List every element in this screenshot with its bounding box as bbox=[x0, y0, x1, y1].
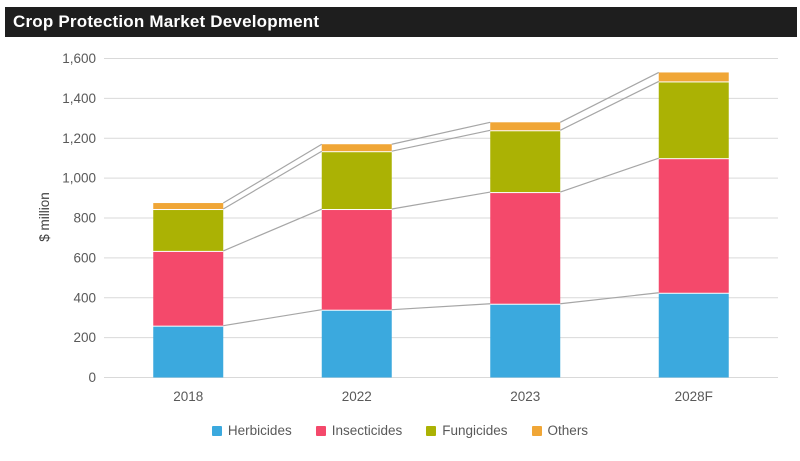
x-tick-label-2018: 2018 bbox=[173, 389, 203, 404]
bar-segment-fungicides-2018 bbox=[153, 210, 224, 251]
y-tick-label: 0 bbox=[88, 370, 96, 385]
connector-line-insecticides bbox=[560, 157, 659, 193]
bar-segment-herbicides-2022 bbox=[321, 310, 392, 378]
chart-title: Crop Protection Market Development bbox=[13, 12, 320, 31]
y-tick-label: 1,200 bbox=[62, 131, 96, 146]
bar-segment-insecticides-2022 bbox=[321, 210, 392, 310]
legend-item-herbicides: Herbicides bbox=[211, 423, 292, 438]
bar-segment-others-2023 bbox=[490, 122, 561, 131]
y-tick-label: 1,400 bbox=[62, 91, 96, 106]
bar-segment-insecticides-2028f bbox=[658, 159, 729, 293]
legend-item-fungicides: Fungicides bbox=[426, 423, 508, 438]
y-tick-label: 800 bbox=[73, 211, 96, 226]
bar-segment-others-2028f bbox=[658, 72, 729, 82]
bar-segment-herbicides-2023 bbox=[490, 304, 561, 378]
connector-line-herbicides bbox=[223, 309, 322, 327]
legend-item-insecticides: Insecticides bbox=[315, 423, 403, 438]
connector-line-herbicides bbox=[560, 292, 659, 305]
chart-legend: Herbicides Insecticides Fungicides Other… bbox=[0, 423, 800, 438]
connector-line-others bbox=[222, 143, 323, 204]
y-tick-label: 200 bbox=[73, 330, 96, 345]
legend-swatch-herbicides bbox=[211, 425, 222, 436]
connector-line-insecticides bbox=[391, 191, 491, 210]
connector-line-others bbox=[559, 71, 660, 123]
legend-item-others: Others bbox=[531, 423, 589, 438]
bar-segment-herbicides-2028f bbox=[658, 293, 729, 378]
bar-segment-fungicides-2022 bbox=[321, 152, 392, 210]
legend-swatch-fungicides bbox=[426, 425, 437, 436]
x-tick-label-2028f: 2028F bbox=[675, 389, 713, 404]
legend-swatch-insecticides bbox=[315, 425, 326, 436]
connector-line-fungicides bbox=[391, 129, 491, 152]
bar-segment-herbicides-2018 bbox=[153, 326, 224, 378]
y-tick-label: 1,600 bbox=[62, 51, 96, 66]
bar-segment-fungicides-2023 bbox=[490, 131, 561, 193]
x-tick-label-2022: 2022 bbox=[342, 389, 372, 404]
y-axis-title: $ million bbox=[37, 192, 52, 242]
legend-swatch-others bbox=[531, 425, 542, 436]
y-tick-label: 600 bbox=[73, 250, 96, 265]
legend-label-herbicides: Herbicides bbox=[227, 423, 292, 438]
bar-segment-others-2018 bbox=[153, 203, 224, 210]
connector-line-fungicides bbox=[222, 150, 323, 210]
y-tick-label: 1,000 bbox=[62, 171, 96, 186]
bar-segment-fungicides-2028f bbox=[658, 82, 729, 159]
legend-label-insecticides: Insecticides bbox=[331, 423, 403, 438]
x-tick-label-2023: 2023 bbox=[510, 389, 540, 404]
legend-label-fungicides: Fungicides bbox=[442, 423, 508, 438]
connector-line-fungicides bbox=[559, 80, 660, 131]
bar-segment-others-2022 bbox=[321, 144, 392, 152]
y-tick-label: 400 bbox=[73, 290, 96, 305]
bar-segment-insecticides-2023 bbox=[490, 193, 561, 304]
legend-label-others: Others bbox=[547, 423, 589, 438]
bar-segment-insecticides-2018 bbox=[153, 251, 224, 326]
connector-line-others bbox=[391, 121, 491, 145]
connector-line-herbicides bbox=[391, 303, 491, 311]
chart-title-bar: Crop Protection Market Development bbox=[5, 7, 797, 37]
connector-line-insecticides bbox=[223, 208, 322, 252]
